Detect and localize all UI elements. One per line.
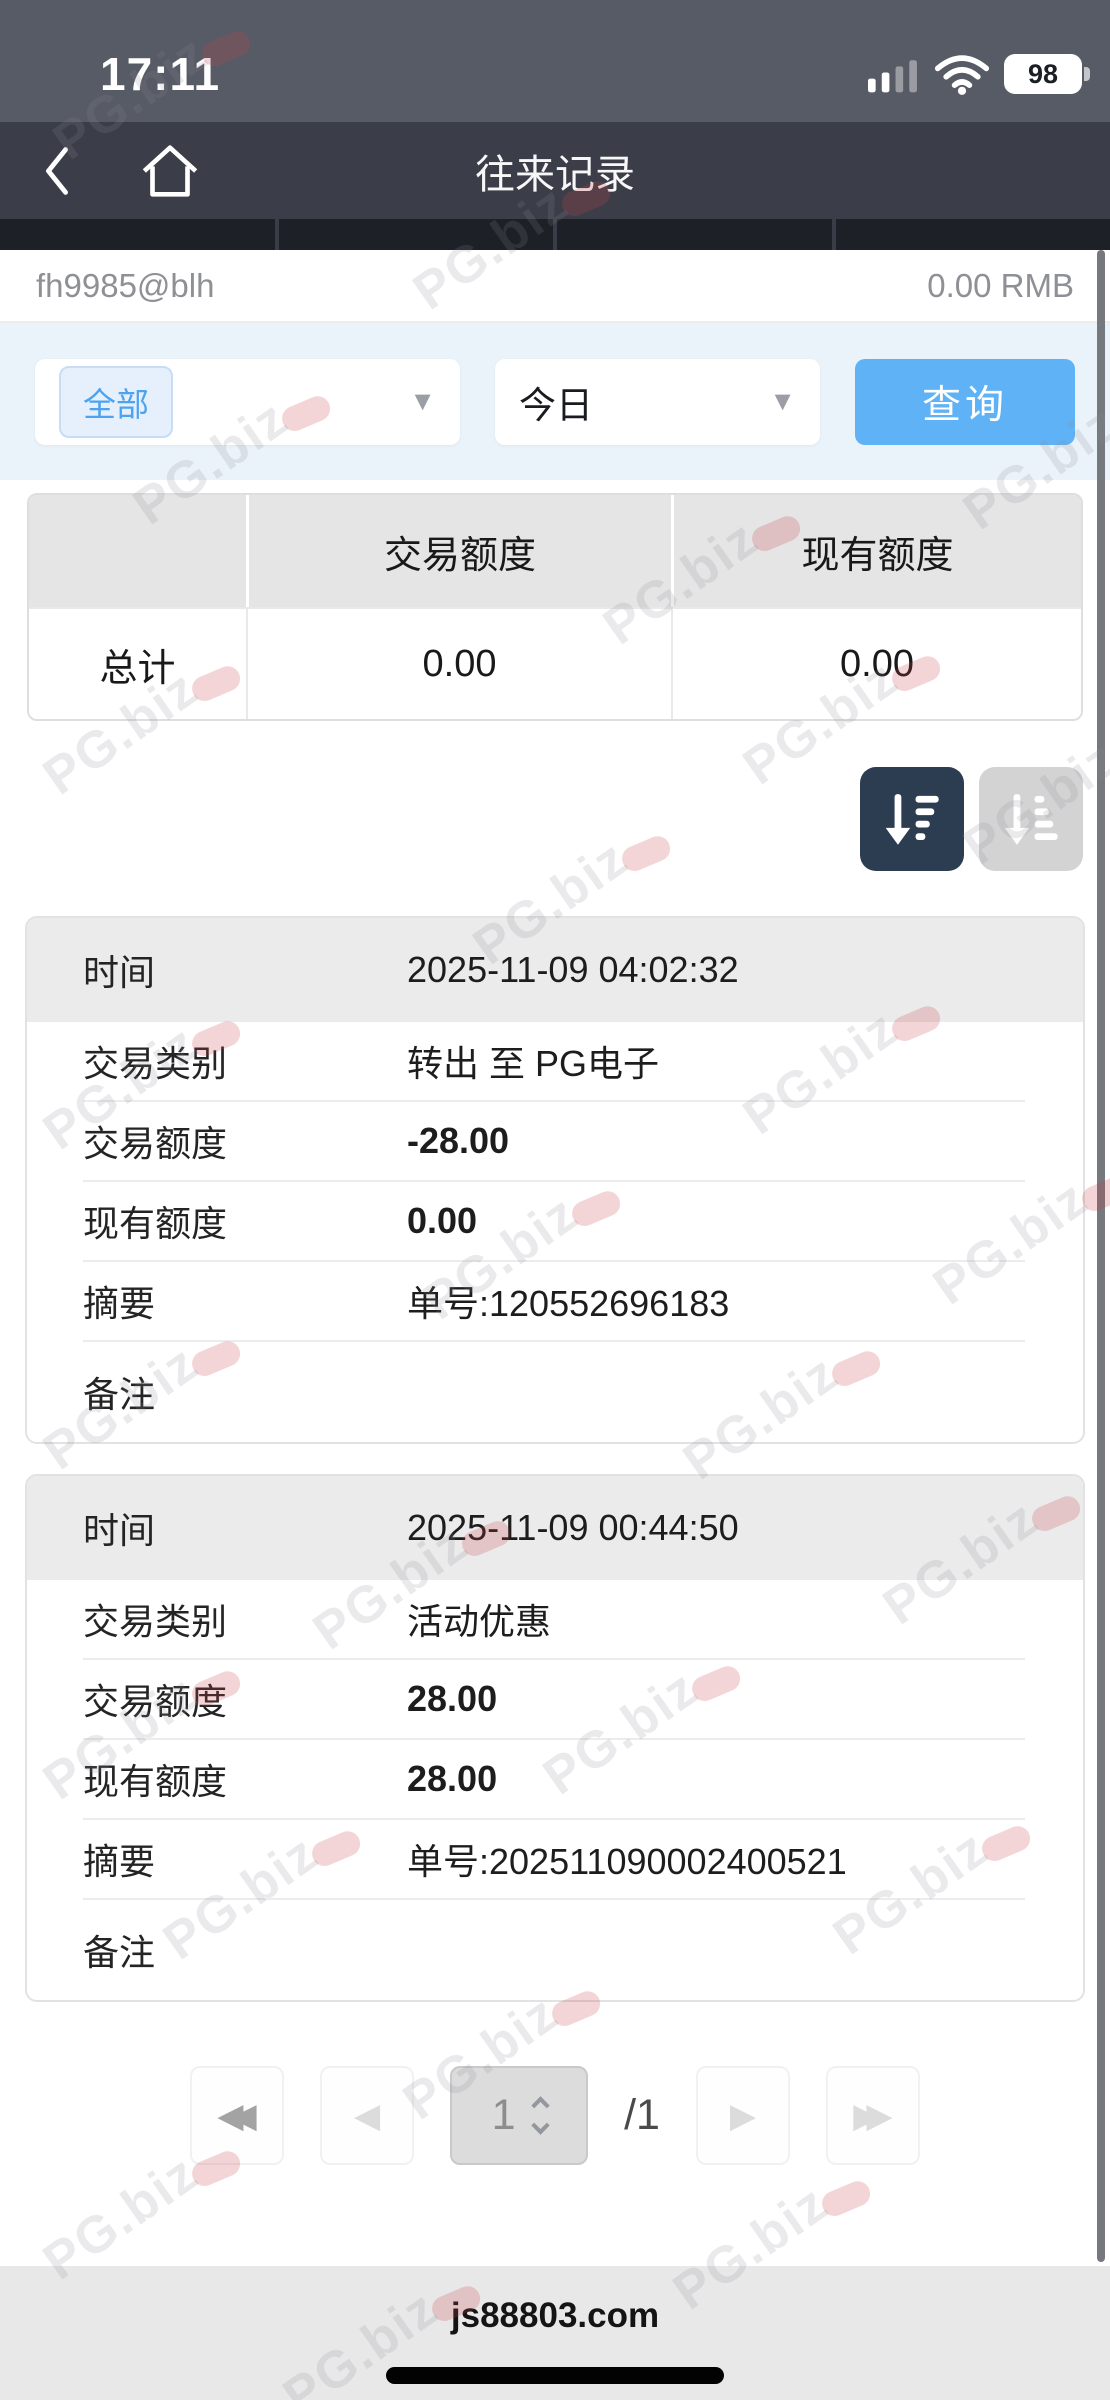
sort-descending-button[interactable]: [860, 767, 964, 871]
last-page-icon: ▶▶: [853, 2096, 892, 2135]
summary-total-transaction: 0.00: [246, 607, 671, 719]
record-remark-label: 备注: [83, 1932, 156, 1973]
next-page-button[interactable]: ▶: [695, 2066, 790, 2165]
footer: js88803.com: [0, 2266, 1110, 2400]
sort-amount-asc-icon: [1004, 794, 1058, 845]
status-time: 17:11: [100, 48, 221, 100]
home-icon: [142, 144, 198, 197]
page-title: 往来记录: [475, 152, 635, 197]
record-card: 时间 2025-11-09 04:02:32 交易类别 转出 至 PG电子 交易…: [25, 916, 1085, 1444]
summary-total-label: 总计: [29, 607, 246, 719]
home-button[interactable]: [138, 143, 202, 199]
current-page-number: 1: [491, 2091, 516, 2139]
tab-strip-segment[interactable]: [0, 219, 279, 250]
record-amount-value: -28.00: [407, 1120, 510, 1161]
filter-bar: 全部 ▼ 今日 ▼ 查询: [0, 323, 1110, 480]
battery-indicator: 98: [1004, 54, 1090, 94]
footer-domain: js88803.com: [450, 2296, 660, 2335]
type-filter-dropdown[interactable]: 全部 ▼: [35, 358, 460, 445]
nav-bar: 往来记录: [0, 122, 1110, 219]
back-chevron-icon: [46, 146, 68, 195]
account-username: fh9985@blh: [36, 266, 215, 304]
battery-percent: 98: [1027, 58, 1059, 89]
record-category-value: 转出 至 PG电子: [407, 1043, 660, 1084]
summary-table-header: 交易额度 现有额度: [29, 495, 1081, 607]
page-stepper-chevrons-icon: [530, 2096, 550, 2135]
record-category-row: 交易类别 活动优惠: [83, 1580, 1025, 1660]
first-page-button[interactable]: ◀◀: [190, 2066, 285, 2165]
summary-table-total-row: 总计 0.00 0.00: [29, 607, 1081, 719]
prev-page-icon: ◀: [353, 2096, 381, 2135]
record-amount-value: 28.00: [407, 1678, 498, 1719]
record-category-label: 交易类别: [83, 1043, 228, 1084]
date-filter-selected: 今日: [519, 384, 593, 426]
tab-strip-segment[interactable]: [557, 219, 836, 250]
sort-ascending-button[interactable]: [979, 767, 1083, 871]
date-filter-dropdown[interactable]: 今日 ▼: [495, 358, 820, 445]
record-summary-value: 单号:202511090002400521: [407, 1841, 847, 1882]
record-time-value: 2025-11-09 00:44:50: [407, 1507, 739, 1548]
summary-total-balance: 0.00: [671, 607, 1081, 719]
tab-strip-segment[interactable]: [279, 219, 557, 250]
record-time-label: 时间: [83, 1510, 156, 1551]
record-summary-value: 单号:120552696183: [407, 1283, 730, 1324]
total-pages-label: /1: [624, 2091, 660, 2139]
record-summary-row: 摘要 单号:120552696183: [83, 1262, 1025, 1342]
page-number-stepper[interactable]: 1: [450, 2066, 589, 2165]
pagination: ◀◀ ◀ 1 /1 ▶ ▶▶: [0, 2066, 1110, 2165]
record-time-value: 2025-11-09 04:02:32: [407, 949, 739, 990]
record-amount-row: 交易额度 -28.00: [83, 1102, 1025, 1182]
record-category-value: 活动优惠: [407, 1601, 552, 1642]
record-summary-label: 摘要: [83, 1283, 156, 1324]
record-balance-label: 现有额度: [83, 1203, 228, 1244]
sort-controls: [27, 767, 1083, 871]
back-button[interactable]: [42, 145, 72, 197]
record-remark-row: 备注: [83, 1342, 1025, 1442]
record-summary-label: 摘要: [83, 1841, 156, 1882]
search-button[interactable]: 查询: [855, 358, 1075, 445]
summary-header-transaction: 交易额度: [246, 495, 671, 607]
wifi-icon: [934, 55, 990, 95]
first-page-icon: ◀◀: [217, 2096, 256, 2135]
summary-table: 交易额度 现有额度 总计 0.00 0.00: [27, 493, 1083, 721]
record-summary-row: 摘要 单号:202511090002400521: [83, 1820, 1025, 1900]
sort-amount-desc-icon: [885, 794, 939, 845]
record-time-row: 时间 2025-11-09 04:02:32: [27, 918, 1083, 1022]
record-balance-label: 现有额度: [83, 1761, 228, 1802]
record-amount-label: 交易额度: [83, 1681, 228, 1722]
record-time-row: 时间 2025-11-09 00:44:50: [27, 1476, 1083, 1580]
prev-page-button[interactable]: ◀: [320, 2066, 415, 2165]
record-balance-value: 0.00: [407, 1200, 478, 1241]
dropdown-arrow-icon: ▼: [769, 386, 796, 416]
home-indicator[interactable]: [386, 2367, 724, 2384]
record-balance-row: 现有额度 28.00: [83, 1740, 1025, 1820]
record-balance-value: 28.00: [407, 1758, 498, 1799]
record-amount-row: 交易额度 28.00: [83, 1660, 1025, 1740]
record-remark-row: 备注: [83, 1900, 1025, 2000]
next-page-icon: ▶: [729, 2096, 757, 2135]
record-category-row: 交易类别 转出 至 PG电子: [83, 1022, 1025, 1102]
account-balance: 0.00 RMB: [927, 266, 1074, 304]
record-amount-label: 交易额度: [83, 1123, 228, 1164]
summary-header-empty: [29, 495, 246, 607]
tab-strip-segment[interactable]: [836, 219, 1110, 250]
status-bar: 17:11 98: [0, 0, 1110, 122]
tab-strip: [0, 219, 1110, 250]
cellular-signal-icon: [868, 60, 917, 93]
record-category-label: 交易类别: [83, 1601, 228, 1642]
type-filter-selected-chip: 全部: [59, 365, 173, 438]
scrollbar-thumb[interactable]: [1097, 250, 1105, 2262]
last-page-button[interactable]: ▶▶: [825, 2066, 920, 2165]
record-card: 时间 2025-11-09 00:44:50 交易类别 活动优惠 交易额度 28…: [25, 1474, 1085, 2002]
account-row: fh9985@blh 0.00 RMB: [0, 250, 1110, 323]
record-remark-label: 备注: [83, 1374, 156, 1415]
summary-header-balance: 现有额度: [671, 495, 1081, 607]
dropdown-arrow-icon: ▼: [409, 386, 436, 416]
record-balance-row: 现有额度 0.00: [83, 1182, 1025, 1262]
status-icons: 98: [868, 53, 1090, 95]
record-time-label: 时间: [83, 952, 156, 993]
